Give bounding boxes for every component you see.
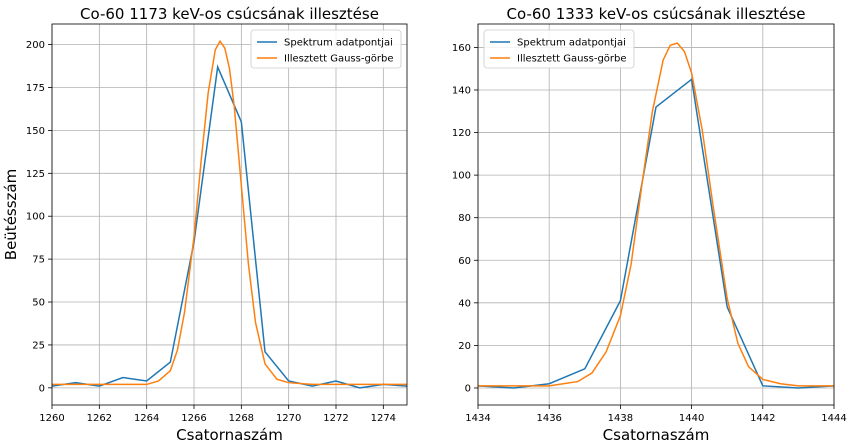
- y-tick-label: 120: [452, 128, 471, 139]
- y-tick-label: 40: [458, 298, 471, 309]
- legend-box: [483, 29, 635, 69]
- y-tick-label: 60: [458, 256, 471, 267]
- x-tick-label: 1270: [276, 413, 301, 424]
- legend: Spektrum adatpontjai Illesztett Gauss-gör…: [483, 29, 635, 69]
- y-tick-label: 75: [32, 255, 45, 266]
- y-tick-label: 100: [26, 212, 45, 223]
- x-tick-label: 1264: [134, 413, 159, 424]
- x-tick-label: 1260: [39, 413, 64, 424]
- series-line-1: [478, 77, 834, 389]
- y-tick-label: 80: [458, 213, 471, 224]
- y-tick-label: 160: [452, 43, 471, 54]
- series-line-2: [52, 39, 407, 386]
- x-axis-label: Csatornaszám: [176, 426, 283, 444]
- series-line-2: [478, 42, 834, 387]
- x-tick-label: 1440: [679, 413, 704, 424]
- x-tick-label: 1262: [87, 413, 112, 424]
- legend-label: Illesztett Gauss-görbe: [284, 54, 394, 65]
- legend: Spektrum adatpontjai Illesztett Gauss-gör…: [250, 29, 402, 69]
- y-tick-label: 200: [26, 40, 45, 51]
- x-tick-label: 1266: [181, 413, 206, 424]
- chart-title: Co-60 1173 keV-os csúcsának illesztése: [80, 5, 379, 23]
- series-line-1: [52, 64, 407, 389]
- x-axis-label: Csatornaszám: [603, 426, 710, 444]
- x-tick-label: 1444: [821, 413, 846, 424]
- chart-title: Co-60 1333 keV-os csúcsának illesztése: [507, 5, 806, 23]
- x-tick-label: 1268: [229, 413, 254, 424]
- y-tick-label: 140: [452, 85, 471, 96]
- legend-label: Illesztett Gauss-görbe: [517, 54, 627, 65]
- x-tick-label: 1436: [536, 413, 561, 424]
- legend-box: [250, 29, 402, 69]
- x-tick-label: 1438: [608, 413, 633, 424]
- axes-frame: [51, 23, 408, 406]
- chart-panel-2: 1434 1436 1438 1440 1442 1444 0 20 40 60 80 100 120 1…: [452, 5, 847, 444]
- y-tick-label: 20: [458, 341, 471, 352]
- y-tick-label: 125: [26, 169, 45, 180]
- y-tick-label: 50: [32, 298, 45, 309]
- x-tick-label: 1274: [371, 413, 396, 424]
- y-tick-label: 25: [32, 340, 45, 351]
- legend-label: Spektrum adatpontjai: [517, 38, 626, 49]
- legend-label: Spektrum adatpontjai: [284, 38, 393, 49]
- x-tick-label: 1272: [323, 413, 348, 424]
- y-tick-label: 175: [26, 83, 45, 94]
- chart-panel-1: 1260 1262 1264 1266 1268 1270 1272 1274 0 25 50 75 1…: [2, 5, 408, 444]
- x-tick-label: 1442: [750, 413, 775, 424]
- y-tick-label: 0: [465, 383, 471, 394]
- y-tick-label: 150: [26, 126, 45, 137]
- y-tick-label: 100: [452, 171, 471, 182]
- y-axis-label: Beütésszám: [2, 169, 20, 260]
- axes-frame: [477, 23, 835, 406]
- x-tick-label: 1434: [465, 413, 490, 424]
- y-tick-label: 0: [39, 383, 45, 394]
